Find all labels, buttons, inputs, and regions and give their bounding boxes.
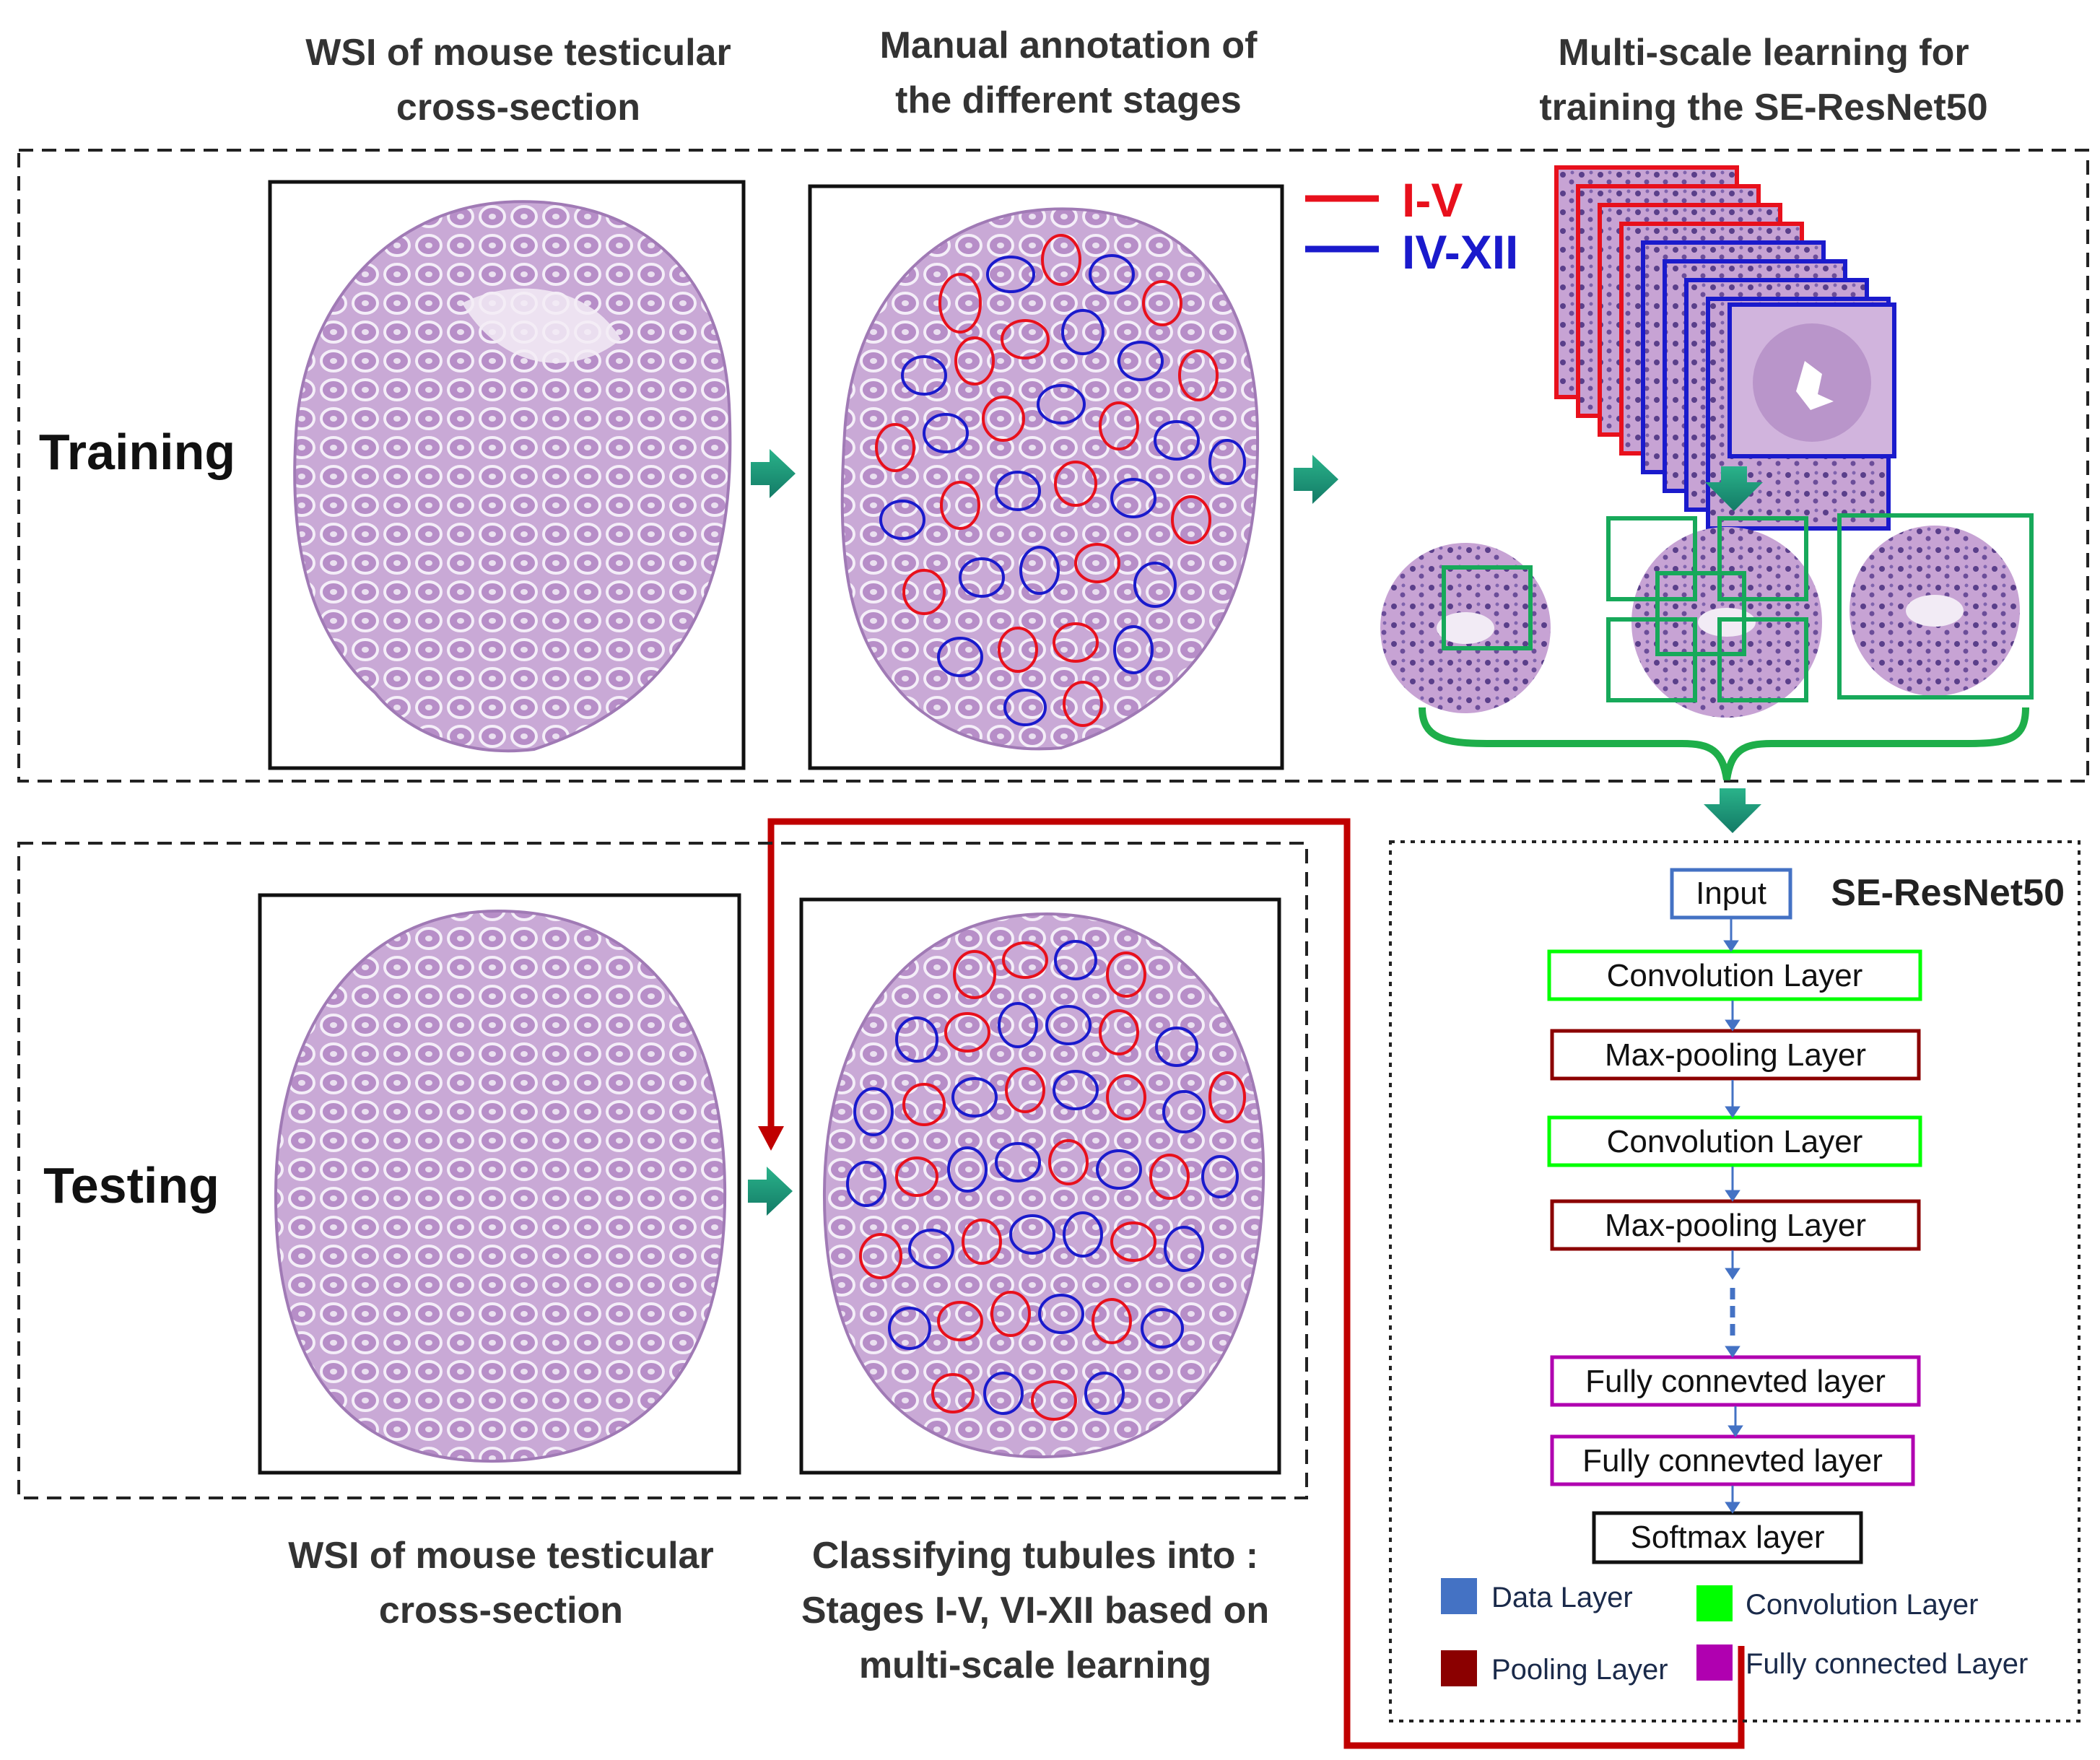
layer-fully-1: Fully connevted layer [1550, 1355, 1921, 1407]
legend-label-pooling: Pooling Layer [1491, 1654, 1668, 1686]
network-box [1389, 840, 2081, 1722]
header-annotation-line1: Manual annotation of [880, 25, 1258, 66]
arrow-to-network [1704, 788, 1761, 833]
header-wsi-top-line1: WSI of mouse testicular [305, 32, 731, 74]
layer-convolution-1-label: Convolution Layer [1607, 958, 1863, 993]
layer-input: Input [1670, 868, 1792, 920]
multiscale-patch-3 [1837, 513, 2034, 700]
arrow-wsi-to-annotation [751, 449, 796, 498]
caption-classifying-line2: Stages I-V, VI-XII based on [801, 1590, 1269, 1632]
layer-fully-2-label: Fully connevted layer [1582, 1443, 1883, 1478]
classified-testing-tissue [822, 912, 1265, 1459]
layer-convolution-2: Convolution Layer [1547, 1115, 1922, 1167]
feedback-arrow [767, 818, 1745, 1749]
caption-classifying-line3: multi-scale learning [859, 1644, 1211, 1686]
arrow-wsi-to-classified [748, 1167, 793, 1216]
legend-swatch-pooling [1441, 1650, 1477, 1686]
wsi-training-gap [462, 288, 621, 363]
arrow-patches-down [1705, 466, 1763, 511]
layer-fully-2: Fully connevted layer [1550, 1434, 1915, 1486]
legend-swatch-convolution [1696, 1585, 1733, 1621]
network-title: SE-ResNet50 [1831, 872, 2065, 914]
header-wsi-top-line2: cross-section [396, 87, 640, 128]
legend-swatch-data [1441, 1578, 1477, 1614]
arrow-annotation-to-patches [1294, 455, 1338, 504]
multiscale-patch-2 [1606, 516, 1822, 718]
caption-wsi-bottom-line1: WSI of mouse testicular [288, 1535, 713, 1577]
layer-pooling-1-label: Max-pooling Layer [1605, 1037, 1866, 1073]
feedback-arrow-head [758, 1126, 784, 1151]
layer-pooling-2-label: Max-pooling Layer [1605, 1208, 1866, 1243]
layer-fully-1-label: Fully connevted layer [1585, 1364, 1886, 1399]
training-region-box [17, 149, 2089, 783]
layer-pooling-1: Max-pooling Layer [1550, 1029, 1921, 1081]
header-multiscale-line1: Multi-scale learning for [1558, 32, 1969, 74]
classified-testing-contours [846, 940, 1246, 1421]
wsi-testing-tissue [274, 909, 727, 1463]
caption-classifying-line1: Classifying tubules into : [812, 1535, 1258, 1577]
multiscale-patch-1 [1380, 543, 1551, 713]
phase-label-testing: Testing [43, 1157, 219, 1214]
legend-label-fully: Fully connected Layer [1746, 1648, 2028, 1680]
legend-swatch-fully [1696, 1644, 1733, 1681]
layer-softmax-label: Softmax layer [1631, 1520, 1825, 1555]
annotation-training-tissue [840, 207, 1260, 751]
layer-connectors [1723, 918, 1743, 1514]
wsi-training-tissue [293, 200, 732, 753]
layer-pooling-2: Max-pooling Layer [1550, 1199, 1921, 1251]
layer-input-label: Input [1696, 876, 1766, 911]
phase-label-training: Training [39, 424, 235, 480]
header-annotation-line2: the different stages [895, 79, 1242, 121]
annotation-training-contours [875, 234, 1246, 727]
stage-legend-blue-label: IV-XII [1402, 225, 1518, 279]
legend-label-data: Data Layer [1491, 1582, 1633, 1613]
patch-stack [1554, 165, 1896, 531]
layer-softmax: Softmax layer [1592, 1511, 1863, 1564]
testing-region-box [17, 842, 1308, 1499]
caption-wsi-bottom-line2: cross-section [379, 1590, 623, 1632]
layer-convolution-1: Convolution Layer [1547, 949, 1922, 1001]
header-multiscale-line2: training the SE-ResNet50 [1539, 87, 1987, 128]
legend-label-convolution: Convolution Layer [1746, 1589, 1978, 1621]
patch-brace [1419, 707, 2029, 780]
layer-convolution-2-label: Convolution Layer [1607, 1124, 1863, 1159]
stage-legend-red-label: I-V [1402, 173, 1463, 227]
